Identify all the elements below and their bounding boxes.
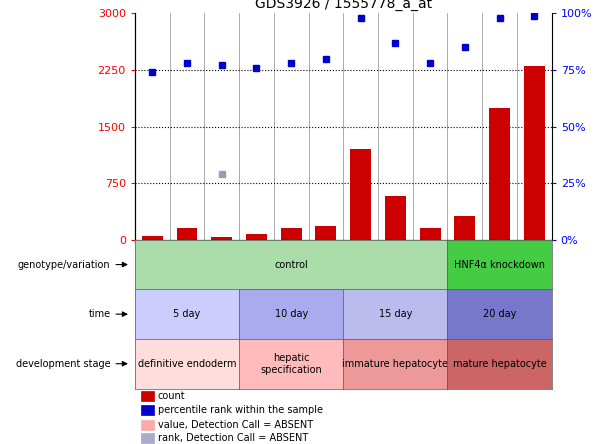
Bar — [350, 149, 371, 240]
Title: GDS3926 / 1555778_a_at: GDS3926 / 1555778_a_at — [255, 0, 432, 11]
Text: value, Detection Call = ABSENT: value, Detection Call = ABSENT — [158, 420, 313, 430]
Bar — [141, 405, 154, 415]
Text: genotype/variation: genotype/variation — [18, 260, 110, 270]
Text: 20 day: 20 day — [483, 309, 516, 319]
Text: control: control — [274, 260, 308, 270]
Text: percentile rank within the sample: percentile rank within the sample — [158, 405, 322, 415]
Text: mature hepatocyte: mature hepatocyte — [453, 359, 546, 369]
Bar — [141, 433, 154, 443]
Text: development stage: development stage — [16, 359, 110, 369]
Bar — [420, 228, 441, 240]
Bar — [246, 234, 267, 240]
Text: 5 day: 5 day — [173, 309, 200, 319]
Text: 15 day: 15 day — [379, 309, 412, 319]
Bar — [177, 228, 197, 240]
Bar — [141, 420, 154, 430]
Bar — [211, 238, 232, 240]
Bar — [142, 236, 162, 240]
Text: hepatic
specification: hepatic specification — [261, 353, 322, 374]
Text: time: time — [88, 309, 110, 319]
Bar — [141, 391, 154, 400]
Text: rank, Detection Call = ABSENT: rank, Detection Call = ABSENT — [158, 433, 308, 443]
Bar — [454, 216, 475, 240]
Text: definitive endoderm: definitive endoderm — [138, 359, 236, 369]
Bar — [385, 196, 406, 240]
Text: count: count — [158, 391, 185, 401]
Text: HNF4α knockdown: HNF4α knockdown — [454, 260, 545, 270]
Bar — [281, 228, 302, 240]
Text: 10 day: 10 day — [275, 309, 308, 319]
Bar — [316, 226, 337, 240]
Bar — [524, 66, 545, 240]
Bar — [489, 108, 510, 240]
Text: immature hepatocyte: immature hepatocyte — [343, 359, 448, 369]
